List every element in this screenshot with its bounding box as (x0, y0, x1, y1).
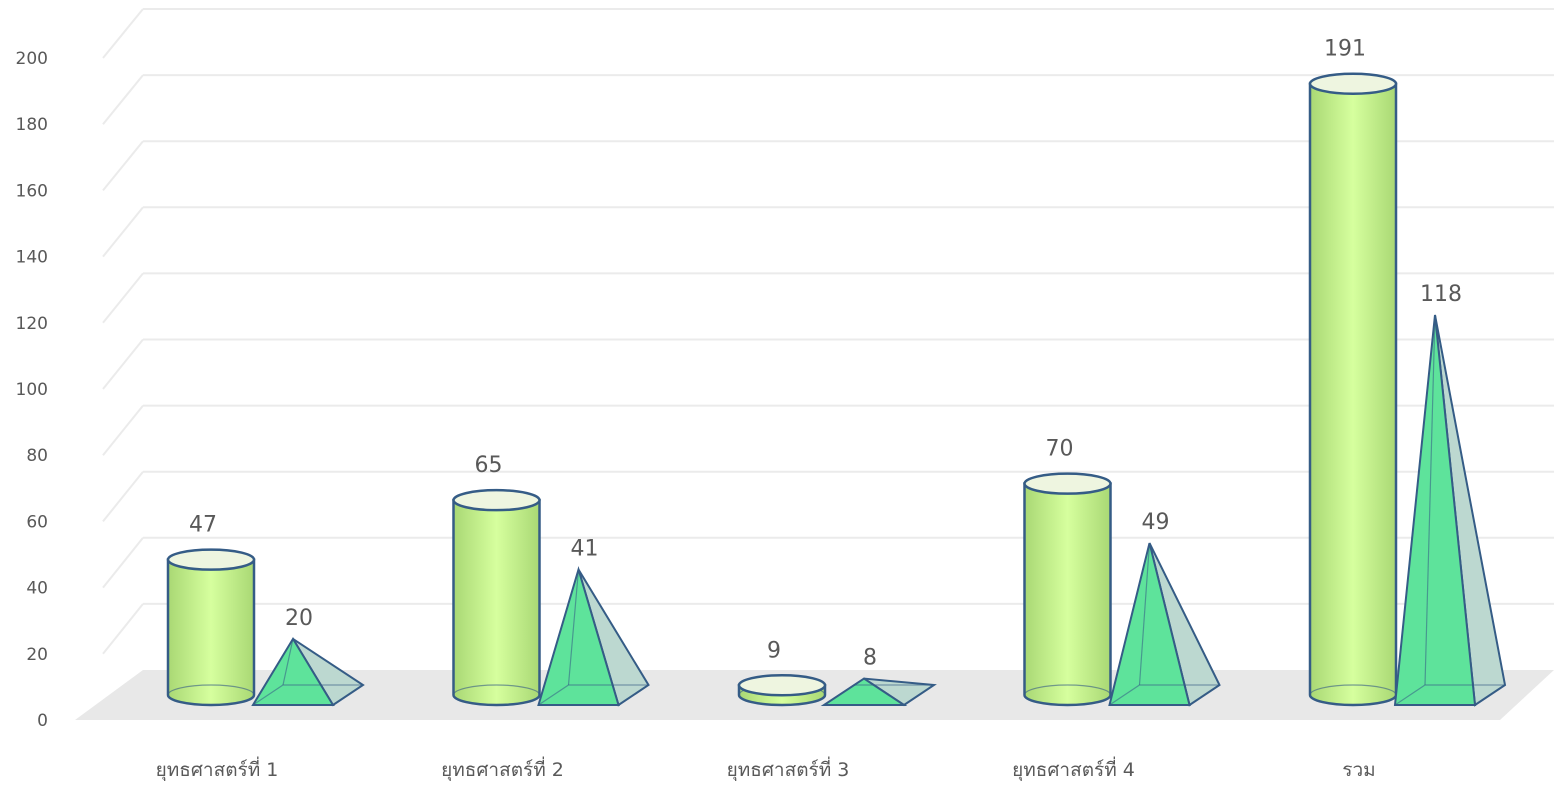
pyramid-bar (1110, 543, 1220, 705)
y-tick-label: 0 (37, 711, 48, 731)
y-tick-label: 60 (26, 512, 48, 532)
pyramid-bar (1395, 315, 1505, 705)
cylinder-bar (454, 490, 540, 705)
gridline-diagonal (103, 273, 143, 322)
cylinder-body (168, 560, 254, 705)
data-label: 41 (571, 536, 599, 561)
cylinder-top (168, 550, 254, 570)
gridline-diagonal (103, 340, 143, 390)
gridline-diagonal (103, 538, 143, 588)
cylinder-body (1025, 484, 1111, 705)
y-tick-label: 140 (16, 248, 48, 268)
data-label: 9 (767, 638, 781, 663)
data-label: 70 (1046, 437, 1074, 462)
pyramid-bar (539, 569, 649, 705)
gridline-diagonal (103, 406, 143, 456)
data-label: 118 (1420, 282, 1462, 307)
category-label: ยุทธศาสตร์ที่ 4 (1012, 756, 1135, 782)
y-tick-label: 100 (16, 380, 48, 400)
data-label: 8 (863, 646, 877, 671)
y-tick-label: 80 (26, 446, 48, 466)
gridline-diagonal (103, 141, 143, 190)
cylinder-bar (1310, 74, 1396, 705)
category-label: ยุทธศาสตร์ที่ 2 (441, 756, 564, 782)
category-label: รวม (1342, 759, 1375, 781)
cylinder-bar (168, 550, 254, 705)
data-label: 20 (285, 606, 313, 631)
y-tick-label: 120 (16, 314, 48, 334)
data-labels: 47 20 65 41 9 8 70 49 191 118 (189, 37, 1462, 671)
data-label: 191 (1324, 37, 1366, 62)
category-label: ยุทธศาสตร์ที่ 1 (156, 756, 279, 782)
gridline-diagonal (103, 9, 143, 58)
y-axis-tick-labels: 0 20 40 60 80 100 120 140 160 180 200 (16, 49, 48, 731)
gridline-diagonal (103, 207, 143, 256)
cylinder-body (1310, 84, 1396, 705)
cylinder-top (739, 675, 825, 695)
cylinder-bar (739, 675, 825, 705)
y-tick-label: 20 (26, 645, 48, 665)
cylinder-bar (1025, 474, 1111, 705)
cylinder-top (1025, 474, 1111, 494)
y-tick-label: 160 (16, 181, 48, 201)
data-label: 65 (475, 453, 503, 478)
cylinder-top (454, 490, 540, 510)
data-label: 47 (189, 513, 217, 538)
x-axis-category-labels: ยุทธศาสตร์ที่ 1 ยุทธศาสตร์ที่ 2 ยุทธศาสตร์… (156, 756, 1376, 782)
y-tick-label: 40 (26, 579, 48, 599)
gridline-diagonal (103, 75, 143, 124)
data-label: 49 (1142, 510, 1170, 535)
y-tick-label: 180 (16, 115, 48, 135)
bars (168, 74, 1505, 705)
cylinder-top (1310, 74, 1396, 94)
cylinder-body (454, 500, 540, 705)
y-tick-label: 200 (16, 49, 48, 69)
gridline-diagonal (103, 472, 143, 522)
gridline-diagonal (103, 604, 143, 654)
category-label: ยุทธศาสตร์ที่ 3 (727, 756, 850, 782)
